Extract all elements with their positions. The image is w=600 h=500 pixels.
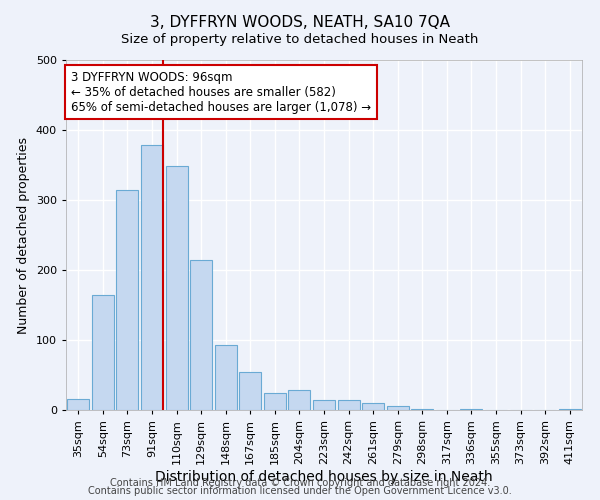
Bar <box>362 403 384 410</box>
Y-axis label: Number of detached properties: Number of detached properties <box>17 136 30 334</box>
Bar <box>338 400 359 410</box>
Bar <box>313 400 335 410</box>
Bar <box>141 146 163 410</box>
Bar <box>559 408 581 410</box>
Text: Size of property relative to detached houses in Neath: Size of property relative to detached ho… <box>121 32 479 46</box>
Text: Contains HM Land Registry data © Crown copyright and database right 2024.: Contains HM Land Registry data © Crown c… <box>110 478 490 488</box>
Text: 3 DYFFRYN WOODS: 96sqm
← 35% of detached houses are smaller (582)
65% of semi-de: 3 DYFFRYN WOODS: 96sqm ← 35% of detached… <box>71 70 371 114</box>
Bar <box>67 399 89 410</box>
X-axis label: Distribution of detached houses by size in Neath: Distribution of detached houses by size … <box>155 470 493 484</box>
Bar <box>116 190 139 410</box>
Bar <box>386 406 409 410</box>
Text: 3, DYFFRYN WOODS, NEATH, SA10 7QA: 3, DYFFRYN WOODS, NEATH, SA10 7QA <box>150 15 450 30</box>
Bar <box>239 372 262 410</box>
Text: Contains public sector information licensed under the Open Government Licence v3: Contains public sector information licen… <box>88 486 512 496</box>
Bar <box>215 345 237 410</box>
Bar <box>264 393 286 410</box>
Bar <box>411 408 433 410</box>
Bar <box>190 260 212 410</box>
Bar <box>460 408 482 410</box>
Bar <box>166 166 188 410</box>
Bar <box>92 294 114 410</box>
Bar <box>289 390 310 410</box>
